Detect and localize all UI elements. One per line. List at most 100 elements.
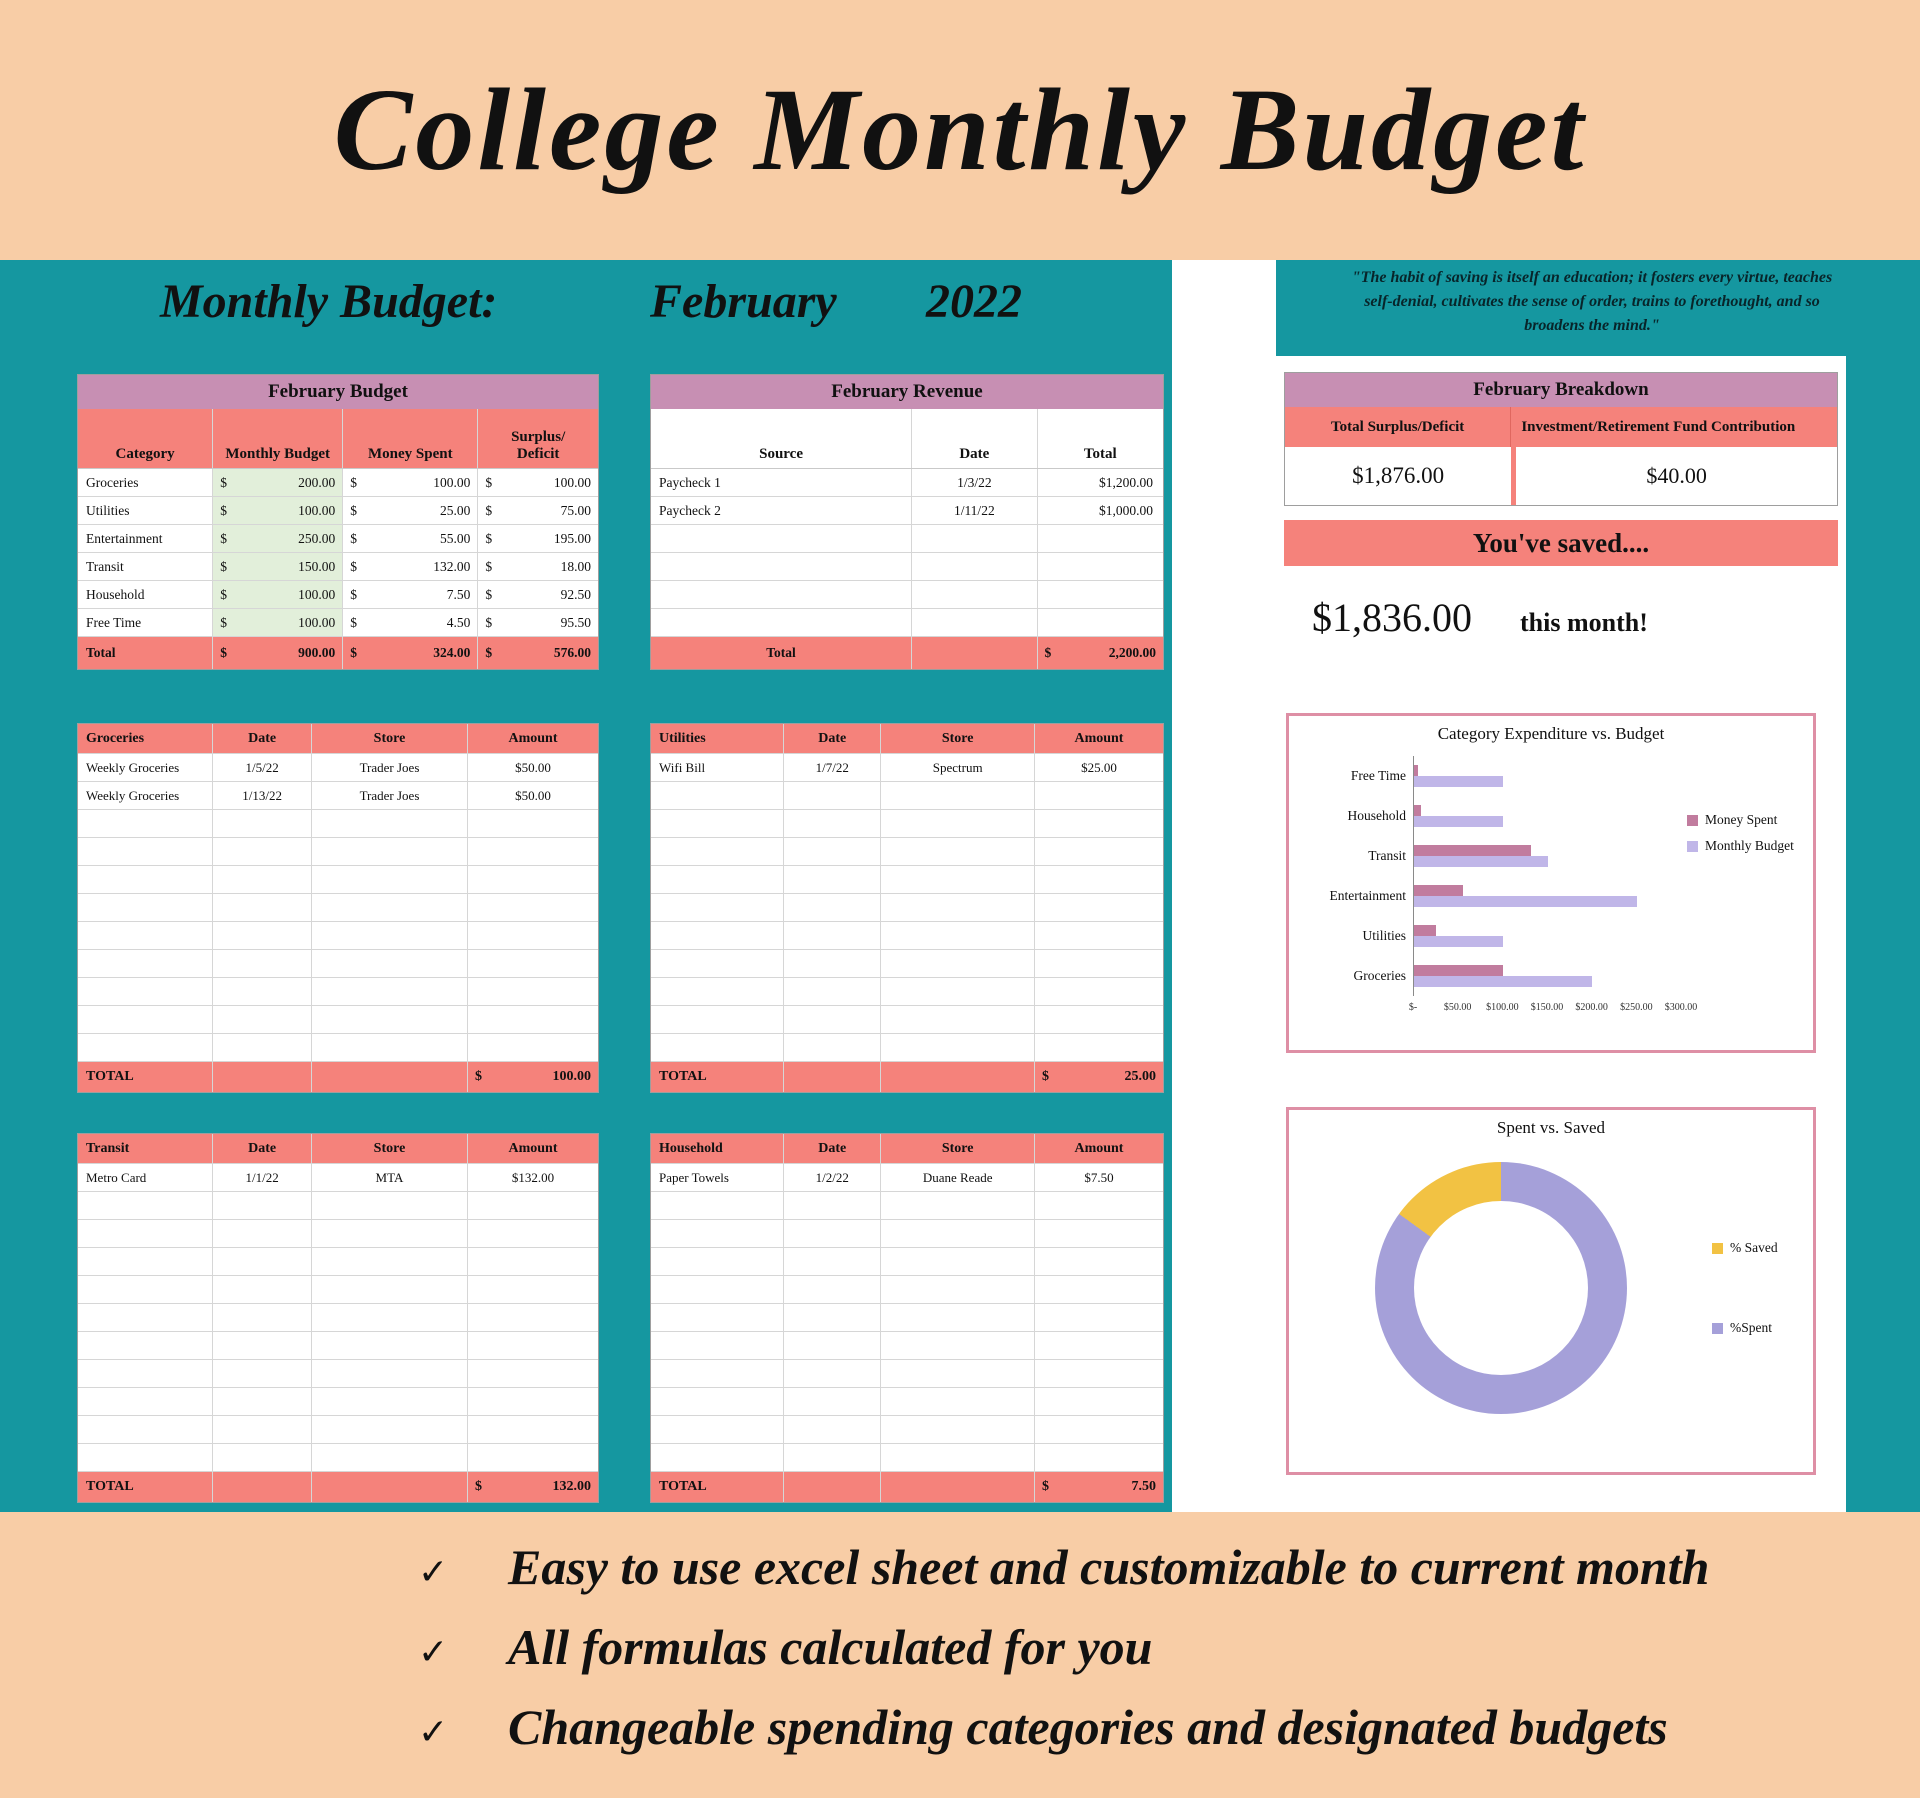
empty-cell	[78, 1416, 214, 1443]
ledger-total-row: TOTAL $25.00	[651, 1062, 1163, 1092]
bar-group	[1414, 916, 1681, 956]
amount: 250.00	[298, 530, 336, 546]
category-label: Free Time	[1350, 768, 1406, 783]
empty-cell	[312, 1360, 468, 1387]
empty-cell	[78, 894, 214, 921]
empty-row	[78, 1006, 598, 1034]
empty-cell	[468, 1304, 598, 1331]
bar-monthly-budget	[1414, 816, 1503, 827]
bar-money-spent	[1414, 765, 1418, 776]
empty-cell	[881, 922, 1035, 949]
cell-total-label: Total	[78, 637, 214, 669]
amount: 200.00	[298, 474, 336, 490]
donut-chart-panel: Spent vs. Saved % Saved %Spent	[1286, 1107, 1816, 1475]
empty-cell	[881, 866, 1035, 893]
cell-total: $1,000.00	[1098, 502, 1153, 518]
empty-cell	[881, 1276, 1035, 1303]
empty-cell	[78, 1444, 214, 1471]
cell-money-spent: $7.50	[343, 581, 479, 608]
empty-cell	[213, 1304, 312, 1331]
empty-cell	[651, 1034, 785, 1061]
empty-row	[651, 922, 1163, 950]
legend-swatch	[1687, 814, 1698, 826]
col-header-source: Source	[651, 409, 913, 468]
cell-surplus: $195.00	[478, 525, 598, 552]
currency-symbol: $	[474, 1069, 482, 1084]
cell-amount: $132.00	[511, 1169, 555, 1185]
empty-cell	[468, 1332, 598, 1359]
cell-date: 1/1/22	[213, 1164, 312, 1191]
empty-row	[78, 1034, 598, 1062]
feature-bullet: ✓ All formulas calculated for you	[418, 1618, 1920, 1676]
col-header-total: Total	[1083, 446, 1117, 462]
bar-group	[1414, 796, 1681, 836]
empty-cell	[78, 1388, 214, 1415]
empty-cell	[784, 1248, 882, 1275]
cell-total-label: TOTAL	[651, 1472, 785, 1502]
empty-cell	[784, 1416, 882, 1443]
empty-row	[78, 922, 598, 950]
donut-ring	[1375, 1162, 1627, 1414]
donut-chart-title: Spent vs. Saved	[1496, 1118, 1606, 1137]
currency-symbol: $	[350, 645, 357, 660]
cell-monthly-budget: $250.00	[213, 525, 344, 552]
bar-chart-title: Category Expenditure vs. Budget	[1437, 724, 1665, 743]
cell-total-surplus: $576.00	[478, 637, 598, 669]
empty-cell	[312, 922, 468, 949]
empty-cell	[213, 1360, 312, 1387]
empty-cell	[1035, 922, 1163, 949]
empty-cell	[881, 1220, 1035, 1247]
empty-row	[651, 1304, 1163, 1332]
legend-item: % Saved	[1712, 1240, 1778, 1256]
transit-table: Transit Date Store Amount Metro Card 1/1…	[77, 1133, 599, 1503]
empty-cell	[1038, 581, 1163, 608]
empty-rows-group	[651, 525, 1163, 637]
cell-empty	[213, 1062, 312, 1092]
empty-cell	[312, 1276, 468, 1303]
investment-label: Investment/Retirement Fund Contribution	[1521, 418, 1796, 435]
empty-cell	[312, 1304, 468, 1331]
empty-cell	[651, 1304, 785, 1331]
empty-row	[651, 553, 1163, 581]
ledger-total-row: TOTAL $100.00	[78, 1062, 598, 1092]
empty-cell	[213, 838, 312, 865]
bar-monthly-budget	[1414, 936, 1503, 947]
empty-row	[78, 1444, 598, 1472]
cell-amount: $50.00	[515, 787, 551, 803]
empty-cell	[881, 1006, 1035, 1033]
empty-cell	[312, 866, 468, 893]
empty-row	[651, 1248, 1163, 1276]
bar-money-spent	[1414, 965, 1503, 976]
ledger-header: Groceries Date Store Amount	[78, 724, 598, 754]
empty-cell	[468, 950, 598, 977]
revenue-table-header: Source Date Total	[651, 409, 1163, 469]
cell-empty	[312, 1472, 468, 1502]
empty-cell	[468, 1248, 598, 1275]
category-label: Utilities	[1362, 928, 1407, 943]
empty-cell	[784, 950, 882, 977]
investment-value: $40.00	[1511, 447, 1837, 505]
cell-surplus: $92.50	[478, 581, 598, 608]
empty-cell	[1035, 1006, 1163, 1033]
empty-row	[78, 1192, 598, 1220]
amount: 900.00	[298, 645, 336, 660]
bar-chart-plot-area: $- $50.00 $100.00 $150.00 $200.00 $250.00 $300…	[1409, 756, 1697, 1020]
amount: 100.00	[298, 586, 336, 602]
col-header-store: Store	[881, 1134, 1035, 1163]
cell-total-spent: $324.00	[343, 637, 479, 669]
empty-cell	[213, 1192, 312, 1219]
cell-amount: $25.00	[1081, 759, 1117, 775]
empty-cell	[881, 1248, 1035, 1275]
empty-cell	[213, 1388, 312, 1415]
title-banner: College Monthly Budget	[0, 0, 1920, 260]
cell-empty	[881, 1472, 1035, 1502]
col-header-monthly-budget: Monthly Budget	[213, 409, 344, 468]
breakdown-header: Total Surplus/Deficit Investment/Retirem…	[1285, 407, 1837, 447]
empty-cell	[1035, 1444, 1163, 1471]
empty-cell	[1035, 1416, 1163, 1443]
empty-cell	[881, 1034, 1035, 1061]
empty-cell	[213, 1220, 312, 1247]
empty-cell	[468, 1276, 598, 1303]
empty-cell	[1035, 1192, 1163, 1219]
empty-cell	[1035, 1332, 1163, 1359]
